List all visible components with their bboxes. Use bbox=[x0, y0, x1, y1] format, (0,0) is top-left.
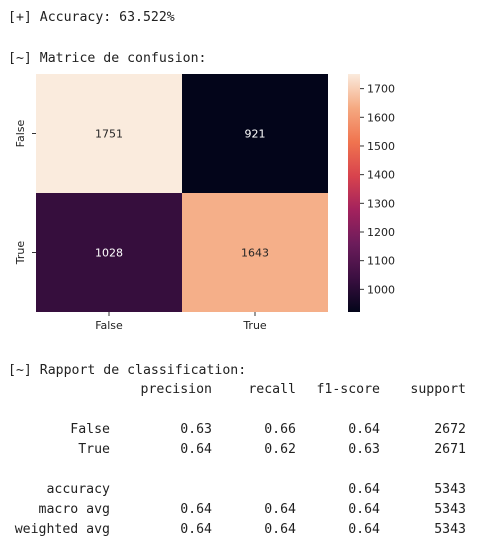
confusion-matrix-heatmap: 1751 921 1028 1643 False True False True 1700 160… bbox=[14, 74, 395, 332]
report-row-label: weighted avg bbox=[14, 522, 110, 537]
report-cell: 0.64 bbox=[348, 482, 380, 497]
report-cell: 5343 bbox=[434, 522, 466, 537]
report-cell: 0.64 bbox=[180, 502, 212, 517]
report-cell: 5343 bbox=[434, 502, 466, 517]
cell-value-label: 1028 bbox=[95, 247, 123, 260]
colorbar-tick-label: 1600 bbox=[367, 111, 395, 124]
report-cell: 0.64 bbox=[264, 522, 296, 537]
report-cell: 0.64 bbox=[180, 442, 212, 457]
report-title: [~] Rapport de classification: bbox=[8, 363, 247, 378]
report-cell: 0.64 bbox=[180, 522, 212, 537]
colorbar-tick-label: 1200 bbox=[367, 226, 395, 239]
report-cell: 0.62 bbox=[264, 442, 296, 457]
x-tick-label: True bbox=[242, 319, 267, 332]
colorbar-tick-label: 1400 bbox=[367, 169, 395, 182]
heatmap-cell bbox=[182, 193, 328, 312]
report-header: precision bbox=[140, 382, 212, 397]
report-cell: 0.64 bbox=[348, 502, 380, 517]
colorbar-tick-label: 1100 bbox=[367, 255, 395, 268]
colorbar-tick-label: 1500 bbox=[367, 140, 395, 153]
report-header: f1-score bbox=[316, 382, 380, 397]
x-tick-label: False bbox=[95, 319, 123, 332]
report-cell: 0.64 bbox=[348, 522, 380, 537]
report-cell: 2671 bbox=[434, 442, 466, 457]
colorbar-tick-label: 1700 bbox=[367, 83, 395, 96]
report-header: support bbox=[410, 382, 466, 397]
report-cell: 0.64 bbox=[264, 502, 296, 517]
y-tick-label: False bbox=[14, 119, 27, 147]
report-cell: 0.63 bbox=[348, 442, 380, 457]
accuracy-line: [+] Accuracy: 63.522% bbox=[8, 10, 175, 25]
report-header: recall bbox=[248, 382, 296, 397]
report-cell: 0.64 bbox=[348, 422, 380, 437]
cell-value-label: 1643 bbox=[241, 247, 269, 260]
report-cell: 2672 bbox=[434, 422, 466, 437]
heatmap-cell bbox=[182, 74, 328, 193]
report-cell: 0.66 bbox=[264, 422, 296, 437]
heatmap-cell bbox=[36, 193, 182, 312]
matrix-title: [~] Matrice de confusion: bbox=[8, 51, 207, 66]
cell-value-label: 921 bbox=[245, 128, 266, 141]
y-tick-label: True bbox=[14, 241, 27, 266]
colorbar bbox=[348, 74, 360, 312]
cell-value-label: 1751 bbox=[95, 128, 123, 141]
report-row-label: True bbox=[78, 442, 110, 457]
report-row-label: macro avg bbox=[38, 502, 110, 517]
report-cell: 5343 bbox=[434, 482, 466, 497]
colorbar-tick-label: 1300 bbox=[367, 197, 395, 210]
heatmap-cell bbox=[36, 74, 182, 193]
report-row-label: False bbox=[70, 422, 110, 437]
colorbar-tick-label: 1000 bbox=[367, 283, 395, 296]
report-cell: 0.63 bbox=[180, 422, 212, 437]
report-row-label: accuracy bbox=[46, 482, 110, 497]
